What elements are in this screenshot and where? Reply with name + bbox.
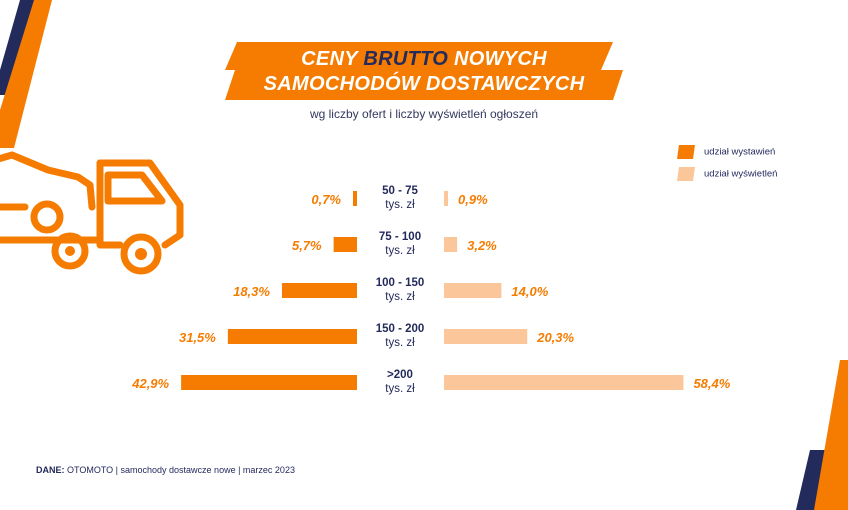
bar-listings-3 [227,329,357,344]
bar-listings-4 [181,375,357,390]
data-label-views-2: 14,0% [511,284,548,299]
category-label-3: 150 - 200 [376,323,425,335]
legend-item-listings: udział wystawień [677,145,776,159]
title-banner: CENY BRUTTO NOWYCH SAMOCHODÓW DOSTAWCZYC… [225,42,623,100]
data-label-listings-1: 5,7% [292,238,322,253]
data-label-listings-0: 0,7% [311,192,341,207]
title-line-2: SAMOCHODÓW DOSTAWCZYCH [263,73,585,95]
bar-views-1 [444,237,458,252]
category-unit-3: tys. zł [385,337,415,349]
category-label-0: 50 - 75 [382,185,418,197]
title-banner-background [225,42,623,100]
footer: DANE: OTOMOTO | samochody dostawcze nowe… [36,465,295,475]
footer-source-label: DANE: [36,465,65,475]
footer-description: samochody dostawcze nowe [120,465,236,475]
category-label-1: 75 - 100 [379,231,421,243]
category-unit-0: tys. zł [385,199,415,211]
data-label-views-1: 3,2% [467,238,497,253]
title-highlight: BRUTTO [363,48,449,70]
top-left-stripes [0,0,52,148]
category-unit-4: tys. zł [385,383,415,395]
legend-label-views: udział wyświetleń [704,168,778,180]
bar-listings-0 [353,191,357,206]
data-label-views-4: 58,4% [693,376,730,391]
legend-label-listings: udział wystawień [704,146,776,158]
category-label-2: 100 - 150 [376,277,425,289]
bar-views-2 [444,283,502,298]
footer-source: OTOMOTO [64,465,114,475]
category-unit-2: tys. zł [385,291,415,303]
bar-views-0 [444,191,448,206]
bottom-right-stripes [796,360,848,510]
data-label-listings-2: 18,3% [233,284,270,299]
data-label-listings-4: 42,9% [131,376,169,391]
title-line-1: CENY BRUTTO NOWYCH [301,48,547,70]
legend-item-views: udział wyświetleń [677,167,778,181]
category-label-4: >200 [387,369,413,381]
category-unit-1: tys. zł [385,245,415,257]
bar-listings-1 [333,237,357,252]
bar-views-4 [444,375,684,390]
data-label-views-3: 20,3% [536,330,574,345]
truck-icon [0,151,184,275]
subtitle: wg liczby ofert i liczby wyświetleń ogło… [309,107,539,121]
data-label-views-0: 0,9% [458,192,488,207]
data-label-listings-3: 31,5% [179,330,216,345]
bar-views-3 [444,329,528,344]
bar-listings-2 [281,283,357,298]
footer-date: marzec 2023 [242,465,295,475]
